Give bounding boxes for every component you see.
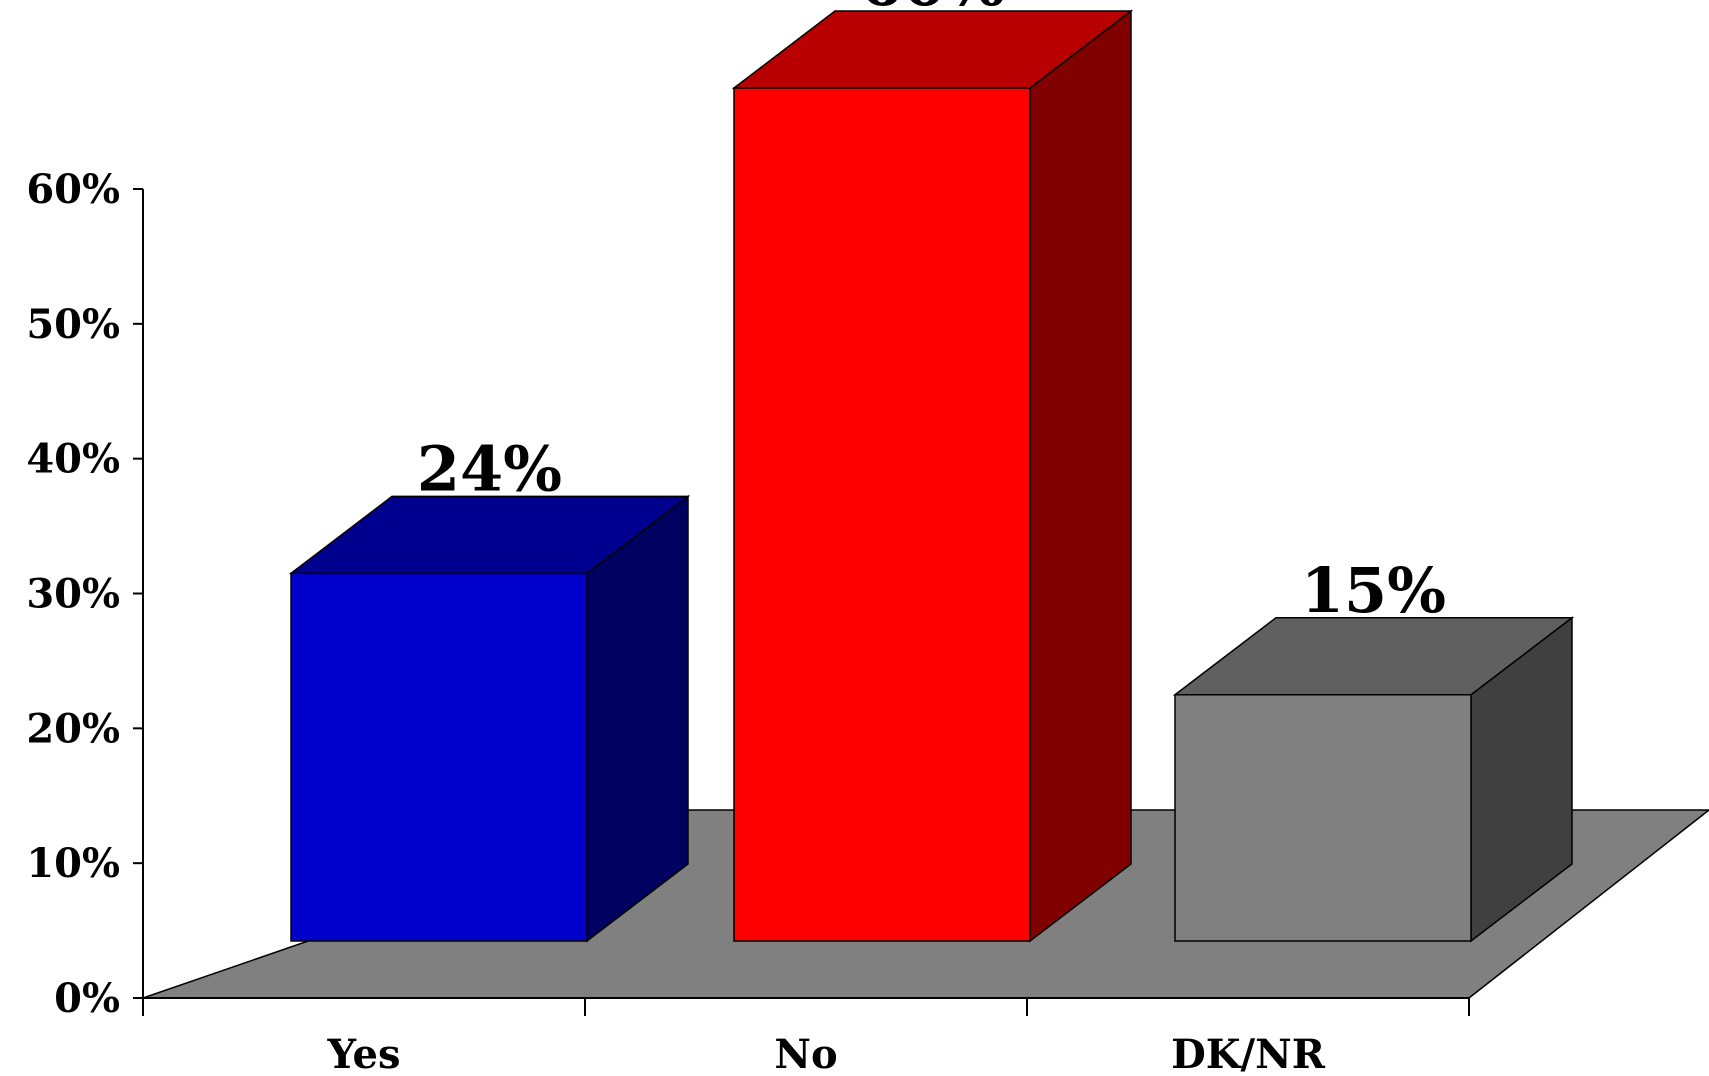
y-tick-label: 40% <box>26 436 120 483</box>
x-category-label: No <box>774 1031 837 1076</box>
data-label: 15% <box>1301 554 1446 627</box>
x-category-label: Yes <box>326 1031 400 1076</box>
bar-front-face <box>290 572 588 942</box>
bar-dk-nr <box>1172 616 1575 943</box>
bar-front-face <box>733 87 1031 942</box>
y-tick-label: 20% <box>26 705 120 752</box>
bar-yes <box>288 494 691 943</box>
data-label: 24% <box>417 432 562 505</box>
bar-side-face <box>1029 9 1132 943</box>
y-tick-label: 0% <box>54 975 120 1022</box>
x-category-label: DK/NR <box>1171 1031 1326 1076</box>
y-tick-label: 60% <box>26 166 120 213</box>
y-tick-label: 30% <box>26 571 120 618</box>
data-label: 60% <box>860 0 1005 20</box>
y-tick-label: 50% <box>26 301 120 348</box>
y-tick-label: 10% <box>26 840 120 887</box>
bar-no <box>731 9 1134 943</box>
bar-side-face <box>586 494 689 943</box>
bar-front-face <box>1174 694 1472 942</box>
